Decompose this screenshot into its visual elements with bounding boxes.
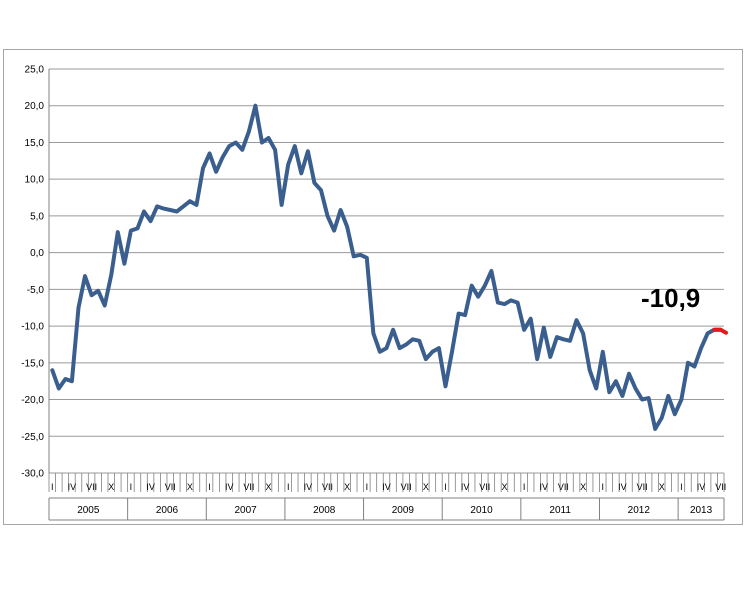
x-month-label: X xyxy=(580,482,586,492)
x-year-label: 2012 xyxy=(628,505,651,516)
x-month-label: IV xyxy=(68,482,77,492)
x-month-label: I xyxy=(523,482,526,492)
x-month-label: X xyxy=(344,482,350,492)
x-month-label: I xyxy=(51,482,54,492)
x-month-label: X xyxy=(187,482,193,492)
x-year-label: 2009 xyxy=(392,505,415,516)
x-month-label: X xyxy=(659,482,665,492)
x-month-label: VII xyxy=(322,482,333,492)
x-month-label: VII xyxy=(558,482,569,492)
x-year-label: 2005 xyxy=(77,505,100,516)
x-month-label: IV xyxy=(304,482,313,492)
y-tick-label: 5,0 xyxy=(30,211,44,222)
y-tick-label: 15,0 xyxy=(25,138,45,149)
x-month-label: I xyxy=(287,482,290,492)
x-month-label: I xyxy=(208,482,211,492)
x-month-label: X xyxy=(501,482,507,492)
x-month-label: I xyxy=(680,482,683,492)
y-tick-label: -15,0 xyxy=(21,358,44,369)
y-tick-label: -20,0 xyxy=(21,395,44,406)
chart-frame: 25,0 20,0 15,0 10,0 5,0 0,0 -5,0 -10,0 -15,0 -20,… xyxy=(3,49,743,525)
x-month-label: VII xyxy=(165,482,176,492)
y-tick-label: -30,0 xyxy=(21,469,44,480)
y-tick-label: -5,0 xyxy=(27,285,45,296)
x-month-label: I xyxy=(602,482,605,492)
y-tick-label: -10,0 xyxy=(21,322,44,333)
y-tick-label: -25,0 xyxy=(21,432,44,443)
x-month-label: VII xyxy=(243,482,254,492)
series-line xyxy=(50,103,723,431)
x-month-label: IV xyxy=(382,482,391,492)
y-tick-label: 0,0 xyxy=(30,248,44,259)
x-month-label: VII xyxy=(637,482,648,492)
x-month-label: VII xyxy=(479,482,490,492)
x-month-label: IV xyxy=(618,482,627,492)
x-month-label: X xyxy=(423,482,429,492)
gridlines xyxy=(48,68,724,474)
x-month-label: IV xyxy=(146,482,155,492)
x-axis: I IV VII X 2005 I IV VII X 2006 I IV VII X 2007 I IV VII X… xyxy=(48,473,726,521)
x-year-label: 2006 xyxy=(156,505,179,516)
x-month-label: VII xyxy=(715,482,726,492)
x-year-label: 2010 xyxy=(470,505,493,516)
x-month-label: VII xyxy=(401,482,412,492)
highlight-segment xyxy=(712,327,728,335)
last-value-annotation: -10,9 xyxy=(641,283,700,313)
y-tick-label: 25,0 xyxy=(25,65,45,76)
x-year-label: 2013 xyxy=(690,505,713,516)
x-month-label: IV xyxy=(697,482,706,492)
x-month-label: I xyxy=(130,482,133,492)
line-chart: 25,0 20,0 15,0 10,0 5,0 0,0 -5,0 -10,0 -15,0 -20,… xyxy=(21,65,728,521)
x-month-label: VII xyxy=(86,482,97,492)
x-month-label: I xyxy=(444,482,447,492)
x-year-label: 2008 xyxy=(313,505,336,516)
x-month-label: I xyxy=(366,482,369,492)
data-series xyxy=(50,103,728,431)
y-axis-tick-labels: 25,0 20,0 15,0 10,0 5,0 0,0 -5,0 -10,0 -15,0 -20,… xyxy=(21,65,44,480)
y-tick-label: 10,0 xyxy=(25,175,45,186)
y-tick-label: 20,0 xyxy=(25,101,45,112)
x-month-label: X xyxy=(108,482,114,492)
x-month-label: IV xyxy=(225,482,234,492)
x-month-label: X xyxy=(266,482,272,492)
x-year-label: 2011 xyxy=(549,505,571,516)
x-month-label: IV xyxy=(461,482,470,492)
x-month-label: IV xyxy=(540,482,549,492)
x-year-label: 2007 xyxy=(234,505,257,516)
